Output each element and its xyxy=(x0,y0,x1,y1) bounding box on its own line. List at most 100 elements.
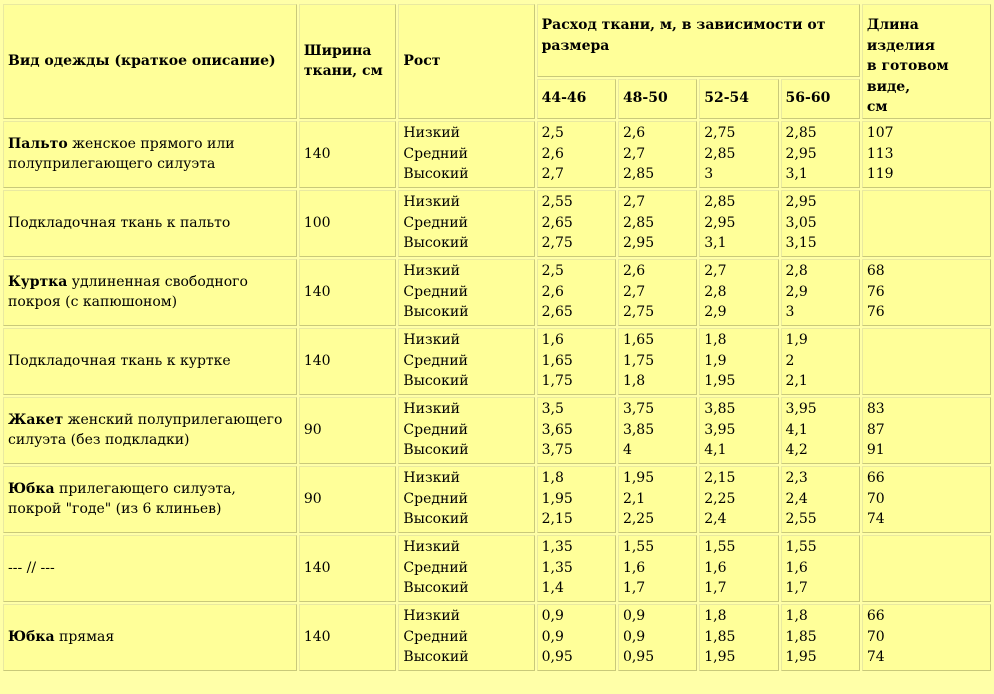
consumption-cell-value: 1,95 xyxy=(704,373,736,390)
header-size-48-50: 48-50 xyxy=(617,78,698,119)
consumption-cell-value: 0,95 xyxy=(622,649,655,666)
length-cell xyxy=(861,189,991,257)
consumption-cell-value: 1,85 xyxy=(704,628,736,645)
length-cell-value: 74 xyxy=(866,511,885,528)
length-cell: 107 113 119 xyxy=(861,120,991,188)
consumption-cell: 2,85 2,95 3,1 xyxy=(699,189,779,257)
garment-description: Куртка удлиненная свободного покроя (с к… xyxy=(3,258,297,326)
consumption-cell: 2,95 3,05 3,15 xyxy=(780,189,860,257)
consumption-cell-value: 1,95 xyxy=(622,470,655,487)
header-fabric-width-line2: ткани, см xyxy=(303,63,383,80)
garment-description-text: женское прямого или полуприлегающего сил… xyxy=(8,135,235,173)
fabric-consumption-table: Вид одежды (краткое описание) Ширина тка… xyxy=(1,2,993,673)
length-cell-value: 107 xyxy=(866,125,894,142)
fabric-width-cell: 140 xyxy=(298,120,397,188)
consumption-cell-value: 4,2 xyxy=(785,442,808,459)
consumption-cell-value: 1,65 xyxy=(622,332,655,349)
consumption-cell: 1,65 1,75 1,8 xyxy=(617,327,698,395)
height-cell-value: Средний xyxy=(403,145,468,162)
length-cell-value: 74 xyxy=(866,649,885,666)
consumption-cell-value: 2,7 xyxy=(704,263,727,280)
height-cell-value: Низкий xyxy=(403,539,460,556)
length-cell: 68 76 76 xyxy=(861,258,991,326)
consumption-cell-value: 2,7 xyxy=(622,145,646,162)
consumption-cell-value: 2,1 xyxy=(622,490,646,507)
consumption-cell-value: 3,5 xyxy=(541,401,564,418)
table-row: Юбка прямая 140 Низкий Средний Высокий 0,9 0,9… xyxy=(3,603,991,671)
table-row: Жакет женский полуприлегающего силуэта (… xyxy=(3,396,991,464)
header-consumption: Расход ткани, м, в зависимости от размер… xyxy=(536,4,860,77)
consumption-cell-value: 0,9 xyxy=(541,628,564,645)
header-height: Рост xyxy=(398,4,535,119)
height-cell: Низкий Средний Высокий xyxy=(398,603,535,671)
table-row: Пальто женское прямого или полуприлегающ… xyxy=(3,120,991,188)
consumption-cell: 2,7 2,85 2,95 xyxy=(617,189,698,257)
consumption-cell: 2,5 2,6 2,7 xyxy=(536,120,616,188)
consumption-cell-value: 1,7 xyxy=(704,580,727,597)
height-cell-value: Высокий xyxy=(403,442,469,459)
consumption-cell-value: 1,95 xyxy=(541,490,573,507)
consumption-cell-value: 3,75 xyxy=(541,442,573,459)
garment-description: Подкладочная ткань к куртке xyxy=(3,327,297,395)
length-cell: 66 70 74 xyxy=(861,603,991,671)
consumption-cell-value: 1,95 xyxy=(785,649,817,666)
consumption-cell-value: 2,1 xyxy=(785,373,808,390)
consumption-cell-value: 1,8 xyxy=(622,373,646,390)
consumption-cell-value: 1,8 xyxy=(704,332,727,349)
fabric-width-cell: 140 xyxy=(298,534,397,602)
height-cell-value: Низкий xyxy=(403,401,460,418)
fabric-width-cell: 90 xyxy=(298,465,397,533)
height-cell-value: Высокий xyxy=(403,304,469,321)
garment-description-text: --- // --- xyxy=(8,559,55,576)
header-consumption-line1: Расход ткани, м, в зависимости от xyxy=(541,17,826,33)
header-size-52-54: 52-54 xyxy=(699,78,779,119)
header-fabric-width-line1: Ширина xyxy=(303,42,372,59)
length-cell-value: 83 xyxy=(866,401,885,418)
garment-description: Юбка прямая xyxy=(3,603,297,671)
consumption-cell-value: 0,9 xyxy=(541,608,564,625)
consumption-cell: 3,75 3,85 4 xyxy=(617,396,698,464)
length-cell-value: 87 xyxy=(866,421,885,438)
length-cell-value: 76 xyxy=(866,283,885,300)
garment-title: Юбка xyxy=(8,628,55,645)
consumption-cell-value: 2,65 xyxy=(541,214,573,231)
consumption-cell: 3,85 3,95 4,1 xyxy=(699,396,779,464)
height-cell-value: Низкий xyxy=(403,608,460,625)
height-cell: Низкий Средний Высокий xyxy=(398,465,535,533)
consumption-cell-value: 1,55 xyxy=(704,539,736,556)
consumption-cell: 2,75 2,85 3 xyxy=(699,120,779,188)
consumption-cell-value: 1,75 xyxy=(541,373,573,390)
length-cell-value: 76 xyxy=(866,304,885,321)
length-cell-value: 119 xyxy=(866,166,894,183)
length-cell: 66 70 74 xyxy=(861,465,991,533)
height-cell-value: Высокий xyxy=(403,580,469,597)
length-cell xyxy=(861,534,991,602)
height-cell-value: Низкий xyxy=(403,470,460,487)
header-garment-type: Вид одежды (краткое описание) xyxy=(3,4,297,119)
header-row: Вид одежды (краткое описание) Ширина тка… xyxy=(3,4,991,119)
table-row: Куртка удлиненная свободного покроя (с к… xyxy=(3,258,991,326)
consumption-cell: 1,9 2 2,1 xyxy=(780,327,860,395)
header-fabric-width: Ширина ткани, см xyxy=(298,4,397,119)
consumption-cell-value: 2,8 xyxy=(785,263,808,280)
height-cell-value: Высокий xyxy=(403,235,469,252)
consumption-cell-value: 1,8 xyxy=(785,608,808,625)
garment-description-text: прямая xyxy=(54,628,115,645)
consumption-cell-value: 2,15 xyxy=(704,470,736,487)
consumption-cell-value: 2,95 xyxy=(704,214,736,231)
consumption-cell: 2,85 2,95 3,1 xyxy=(780,120,860,188)
consumption-cell: 2,5 2,6 2,65 xyxy=(536,258,616,326)
consumption-cell-value: 2,15 xyxy=(541,511,573,528)
fabric-width-cell: 100 xyxy=(298,189,397,257)
height-cell-value: Высокий xyxy=(403,649,469,666)
height-cell: Низкий Средний Высокий xyxy=(398,258,535,326)
garment-description-text: удлиненная свободного покроя (с капюшоно… xyxy=(8,273,248,311)
length-cell-value: 70 xyxy=(866,490,885,507)
consumption-cell-value: 1,8 xyxy=(541,470,564,487)
consumption-cell-value: 2,4 xyxy=(785,490,808,507)
consumption-cell-value: 2,6 xyxy=(622,263,646,280)
height-cell-value: Низкий xyxy=(403,263,460,280)
garment-description: Юбка прилегающего силуэта, покрой "годе"… xyxy=(3,465,297,533)
height-cell-value: Низкий xyxy=(403,194,460,211)
consumption-cell: 1,55 1,6 1,7 xyxy=(780,534,860,602)
